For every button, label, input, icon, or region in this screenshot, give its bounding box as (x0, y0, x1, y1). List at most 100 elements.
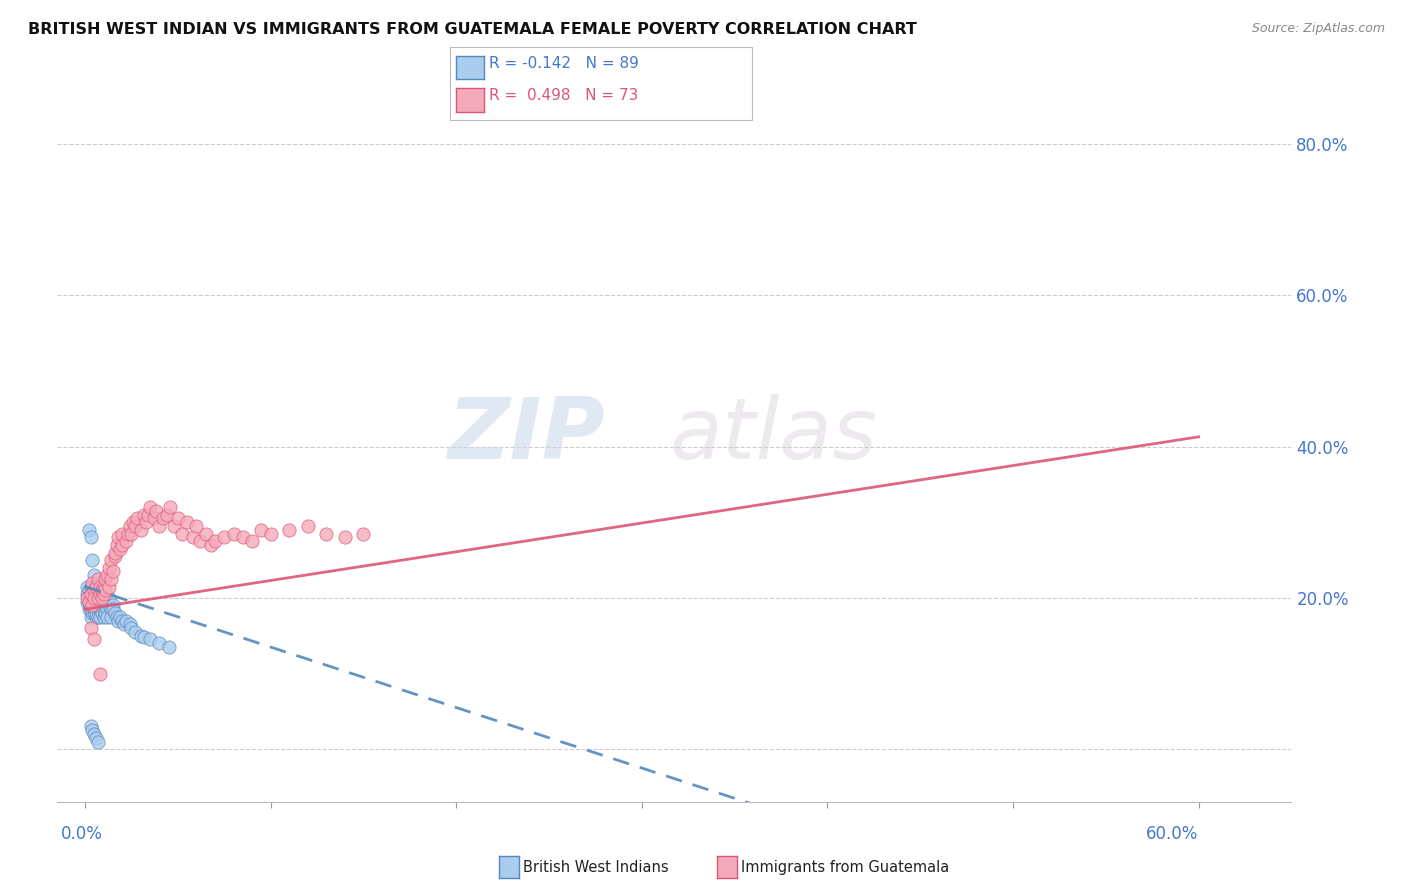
Point (93, 587, 115, 601)
Point (122, 516, 145, 530)
Point (100, 609, 122, 624)
Point (166, 511, 188, 525)
Point (82, 599, 104, 613)
Point (83, 591, 105, 605)
Text: R = -0.142   N = 89: R = -0.142 N = 89 (489, 56, 640, 71)
Point (100, 572, 122, 586)
Point (87, 591, 110, 605)
Point (117, 526, 139, 541)
Point (79, 587, 101, 601)
Point (77, 523, 100, 537)
Point (297, 519, 319, 533)
Point (159, 500, 181, 515)
Point (98, 560, 121, 574)
Point (124, 519, 146, 533)
Point (94, 606, 117, 620)
Point (352, 526, 374, 541)
Point (134, 508, 156, 522)
Point (204, 534, 226, 549)
Point (82, 591, 104, 605)
Point (87, 572, 110, 586)
Point (124, 624, 146, 639)
Point (87, 734, 110, 748)
Point (83, 595, 105, 609)
Point (105, 609, 128, 624)
Point (250, 523, 273, 537)
Point (96, 568, 118, 582)
Point (136, 508, 159, 522)
Point (79, 602, 101, 616)
Point (125, 511, 148, 525)
Point (107, 614, 129, 628)
Point (76, 595, 98, 609)
Point (79, 609, 101, 624)
Point (112, 617, 135, 632)
Point (79, 621, 101, 635)
Point (148, 636, 170, 650)
Point (79, 591, 101, 605)
Point (93, 602, 115, 616)
Point (181, 530, 204, 544)
Point (83, 583, 105, 598)
Point (93, 609, 115, 624)
Point (186, 519, 208, 533)
Point (240, 534, 263, 549)
Point (89, 591, 111, 605)
Point (82, 575, 104, 590)
Point (90, 599, 112, 613)
Point (105, 538, 128, 552)
Point (84, 609, 107, 624)
Point (89, 602, 111, 616)
Point (118, 617, 141, 632)
Point (139, 500, 162, 515)
Point (84, 580, 107, 594)
Text: R =  0.498   N = 73: R = 0.498 N = 73 (489, 88, 638, 103)
Point (94, 591, 117, 605)
Point (79, 587, 101, 601)
Point (83, 632, 105, 647)
Point (98, 580, 121, 594)
Point (83, 727, 105, 741)
Text: 0.0%: 0.0% (60, 825, 103, 843)
Point (79, 530, 101, 544)
Point (90, 595, 112, 609)
Point (84, 580, 107, 594)
Point (333, 530, 356, 544)
Point (94, 572, 117, 586)
Point (176, 516, 198, 530)
Point (89, 587, 111, 601)
Text: BRITISH WEST INDIAN VS IMMIGRANTS FROM GUATEMALA FEMALE POVERTY CORRELATION CHAR: BRITISH WEST INDIAN VS IMMIGRANTS FROM G… (28, 22, 917, 37)
Text: ZIP: ZIP (447, 393, 605, 477)
Point (115, 534, 138, 549)
Point (98, 591, 121, 605)
Point (157, 640, 180, 654)
Point (120, 621, 142, 635)
Point (104, 606, 127, 620)
Point (82, 723, 104, 738)
Point (87, 595, 110, 609)
Point (163, 519, 186, 533)
Point (79, 595, 101, 609)
Point (96, 609, 118, 624)
Point (104, 549, 127, 564)
Point (135, 516, 157, 530)
Point (90, 606, 112, 620)
Point (111, 614, 134, 628)
Point (84, 606, 107, 620)
Point (101, 599, 124, 613)
Point (100, 602, 122, 616)
Text: Immigrants from Guatemala: Immigrants from Guatemala (741, 860, 949, 875)
Point (129, 523, 152, 537)
Point (83, 602, 105, 616)
Point (76, 591, 98, 605)
Point (79, 580, 101, 594)
Point (77, 583, 100, 598)
Point (145, 504, 167, 518)
Point (84, 587, 107, 601)
Text: 60.0%: 60.0% (1146, 825, 1199, 843)
Point (83, 599, 105, 613)
Point (111, 526, 134, 541)
Point (79, 599, 101, 613)
Point (83, 606, 105, 620)
Point (82, 580, 104, 594)
